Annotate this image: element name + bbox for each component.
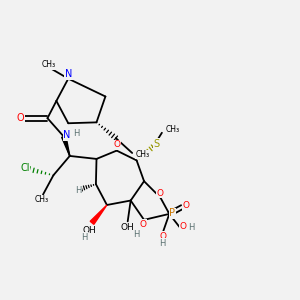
Text: CH₃: CH₃ [42, 60, 56, 69]
Text: OH: OH [82, 226, 96, 235]
Text: N: N [63, 130, 70, 140]
Polygon shape [62, 136, 70, 156]
Text: OH: OH [121, 224, 135, 232]
Text: H: H [81, 232, 88, 242]
Text: S: S [154, 139, 160, 149]
Text: N: N [64, 69, 72, 79]
Text: O: O [114, 140, 121, 149]
Text: O: O [180, 222, 187, 231]
Text: H: H [76, 186, 82, 195]
Text: CH₃: CH₃ [136, 150, 150, 159]
Text: O: O [139, 220, 146, 229]
Polygon shape [90, 205, 107, 224]
Text: H: H [188, 223, 195, 232]
Text: CH₃: CH₃ [166, 125, 180, 134]
Text: H: H [73, 129, 80, 138]
Text: H: H [160, 239, 166, 248]
Text: O: O [157, 189, 164, 198]
Text: H: H [134, 230, 140, 239]
Text: CH₃: CH₃ [34, 195, 49, 204]
Text: P: P [169, 208, 175, 218]
Text: O: O [182, 201, 189, 210]
Text: O: O [17, 113, 25, 123]
Text: O: O [159, 232, 166, 241]
Text: Cl: Cl [20, 163, 30, 173]
